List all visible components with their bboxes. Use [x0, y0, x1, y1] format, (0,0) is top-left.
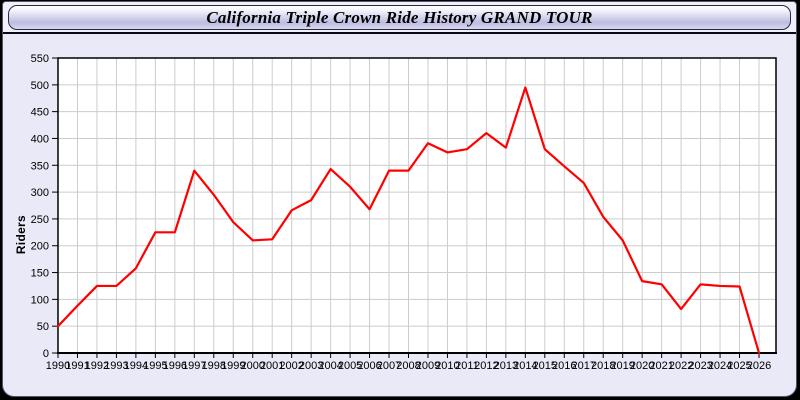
svg-text:2001: 2001 — [260, 360, 284, 372]
svg-text:2021: 2021 — [649, 360, 673, 372]
svg-text:350: 350 — [31, 160, 49, 172]
svg-text:2023: 2023 — [688, 360, 712, 372]
svg-text:1990: 1990 — [46, 360, 70, 372]
svg-text:2020: 2020 — [630, 360, 654, 372]
svg-text:2018: 2018 — [591, 360, 615, 372]
chart-area: 1990 1991 1992 1993 1994 1995 1996 1997 1998 1999… — [3, 34, 796, 396]
svg-text:100: 100 — [31, 294, 49, 306]
svg-text:50: 50 — [37, 321, 49, 333]
svg-text:250: 250 — [31, 214, 49, 226]
svg-text:2024: 2024 — [708, 360, 732, 372]
svg-text:2013: 2013 — [494, 360, 518, 372]
svg-text:1997: 1997 — [182, 360, 206, 372]
svg-text:550: 550 — [31, 53, 49, 65]
svg-text:2011: 2011 — [455, 360, 479, 372]
svg-text:1992: 1992 — [85, 360, 109, 372]
svg-text:1994: 1994 — [124, 360, 148, 372]
svg-text:2022: 2022 — [669, 360, 693, 372]
svg-text:2005: 2005 — [338, 360, 362, 372]
svg-text:2019: 2019 — [610, 360, 634, 372]
title-bar: California Triple Crown Ride History GRA… — [8, 5, 791, 30]
svg-text:2016: 2016 — [552, 360, 576, 372]
svg-text:1993: 1993 — [104, 360, 128, 372]
svg-text:2012: 2012 — [474, 360, 498, 372]
svg-text:2008: 2008 — [396, 360, 420, 372]
svg-text:1991: 1991 — [65, 360, 89, 372]
svg-text:1999: 1999 — [221, 360, 245, 372]
svg-text:2006: 2006 — [357, 360, 381, 372]
svg-text:2026: 2026 — [747, 360, 771, 372]
y-axis-title: Riders — [14, 215, 28, 255]
svg-text:1996: 1996 — [163, 360, 187, 372]
svg-text:2002: 2002 — [279, 360, 303, 372]
svg-text:2004: 2004 — [318, 360, 342, 372]
svg-text:2010: 2010 — [435, 360, 459, 372]
svg-text:2025: 2025 — [727, 360, 751, 372]
page-title: California Triple Crown Ride History GRA… — [206, 7, 593, 27]
svg-text:500: 500 — [31, 80, 49, 92]
svg-text:150: 150 — [31, 268, 49, 280]
svg-text:2000: 2000 — [240, 360, 264, 372]
svg-text:300: 300 — [31, 187, 49, 199]
svg-text:2007: 2007 — [377, 360, 401, 372]
header-section: California Triple Crown Ride History GRA… — [3, 2, 796, 34]
svg-text:450: 450 — [31, 107, 49, 119]
svg-text:2017: 2017 — [572, 360, 596, 372]
svg-text:2015: 2015 — [533, 360, 557, 372]
svg-text:2009: 2009 — [416, 360, 440, 372]
svg-text:1998: 1998 — [202, 360, 226, 372]
svg-text:200: 200 — [31, 241, 49, 253]
svg-text:2003: 2003 — [299, 360, 323, 372]
riders-line-chart-svg: 1990199119921993199419951996199719981999… — [31, 53, 777, 372]
svg-text:2014: 2014 — [513, 360, 537, 372]
svg-text:0: 0 — [43, 348, 49, 360]
svg-text:400: 400 — [31, 133, 49, 145]
svg-text:1995: 1995 — [143, 360, 167, 372]
